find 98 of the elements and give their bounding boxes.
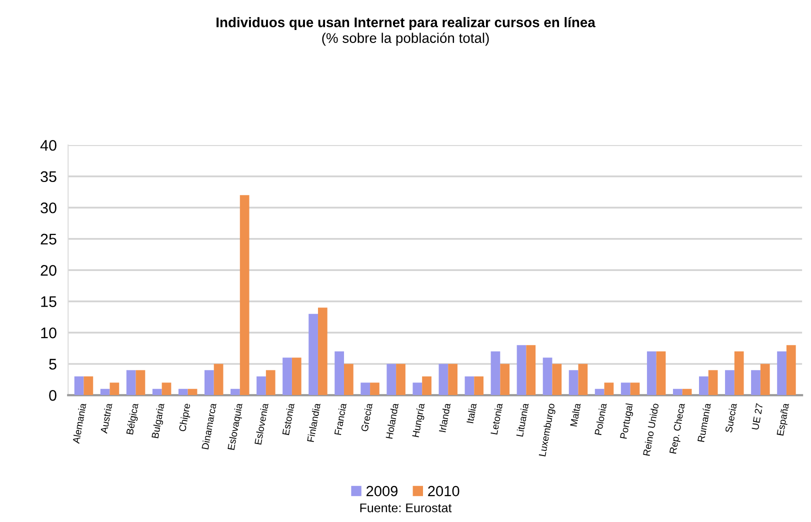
bar (474, 376, 484, 396)
bar (777, 351, 786, 396)
bar (110, 382, 120, 396)
bar (230, 388, 240, 396)
bar (734, 351, 744, 396)
bar (448, 364, 458, 396)
bar (699, 376, 708, 396)
x-tick-label: Francia (334, 402, 347, 436)
bar (282, 358, 292, 396)
x-tick-label: Letonia (490, 402, 503, 435)
bar (74, 376, 84, 396)
bar (386, 364, 396, 396)
chart-subtitle: (% sobre la población total) (322, 32, 489, 46)
bar (438, 364, 448, 396)
x-tick-label: Bélgica (126, 402, 140, 435)
chart-title: Individuos que usan Internet para realizar cursos en línea (216, 16, 596, 30)
bar (318, 308, 328, 396)
bar (266, 370, 276, 396)
x-tick-label: Alemania (72, 402, 86, 444)
y-tick-label: 30 (40, 202, 56, 214)
y-tick-label: 35 (40, 171, 56, 182)
x-tick-label: Dinamarca (201, 402, 216, 450)
x-tick-label: Reino Unido (642, 403, 659, 456)
bar (751, 370, 760, 396)
x-tick-label: Malta (570, 402, 581, 427)
bar (126, 370, 136, 396)
legend-label: 2010 (428, 486, 460, 496)
bar (552, 364, 562, 396)
bar (256, 376, 266, 396)
bar (760, 364, 770, 396)
y-tick-label: 10 (41, 328, 56, 338)
x-tick-label: Polonia (594, 402, 607, 436)
x-tick-label: Austria (100, 402, 112, 434)
bar (334, 351, 344, 396)
y-tick-label: 20 (40, 265, 56, 276)
x-tick-label: Chipre (178, 403, 192, 432)
bar (708, 370, 718, 396)
bar (370, 382, 380, 396)
bar (786, 345, 796, 396)
x-tick-label: Italia (466, 402, 477, 424)
y-tick-label: 5 (49, 358, 56, 370)
x-tick-label: Holanda (385, 402, 399, 439)
x-tick-label: Bulgaria (151, 402, 166, 439)
bar (152, 388, 162, 396)
bar (292, 358, 302, 396)
bar (672, 388, 682, 396)
x-tick-label: Luxemburgo (538, 403, 557, 457)
bar (412, 382, 422, 396)
bar (578, 364, 588, 396)
x-tick-label: Eslovenia (254, 402, 268, 445)
y-tick-label: 25 (40, 234, 56, 245)
bar (526, 345, 536, 396)
bar (630, 382, 640, 396)
source-note: Fuente: Eurostat (360, 504, 452, 512)
x-tick-label: UE 27 (752, 403, 763, 430)
x-tick-label: Lituania (516, 402, 529, 437)
bar (725, 370, 734, 396)
bar (516, 345, 526, 396)
bar (604, 382, 614, 396)
y-tick-label: 15 (41, 296, 56, 308)
x-tick-label: Irlanda (438, 402, 451, 432)
bar (240, 195, 250, 396)
x-tick-label: Rep. Checa (669, 402, 687, 454)
x-tick-label: Rumanía (697, 402, 711, 442)
bar (360, 382, 370, 396)
bar (344, 364, 354, 396)
bar (620, 382, 630, 396)
bar (500, 364, 510, 396)
x-tick-label: Grecia (360, 402, 373, 432)
bar (204, 370, 214, 396)
x-tick-label: Eslovaquia (227, 402, 244, 450)
x-tick-label: Suecia (724, 402, 737, 433)
bar (646, 351, 656, 396)
bar (594, 388, 604, 396)
bar (396, 364, 406, 396)
bar (568, 370, 578, 396)
x-tick-label: Portugal (620, 403, 635, 440)
y-tick-label: 40 (40, 140, 56, 151)
bar (178, 388, 188, 396)
legend-label: 2009 (366, 486, 398, 496)
bar (136, 370, 146, 396)
x-tick-label: Estonia (282, 402, 295, 436)
bar (162, 382, 172, 396)
bar (214, 364, 224, 396)
bar (422, 376, 432, 396)
bar (100, 388, 110, 396)
bar (682, 388, 692, 396)
y-tick-label: 0 (49, 390, 56, 401)
x-tick-label: Hungría (412, 402, 427, 438)
x-tick-label: Finlandia (306, 402, 321, 442)
x-tick-label: España (776, 402, 791, 436)
bar (84, 376, 94, 396)
bar (542, 358, 552, 396)
bar (464, 376, 474, 396)
bar (656, 351, 666, 396)
bar (308, 314, 318, 396)
bar (490, 351, 500, 396)
bar (188, 388, 198, 396)
